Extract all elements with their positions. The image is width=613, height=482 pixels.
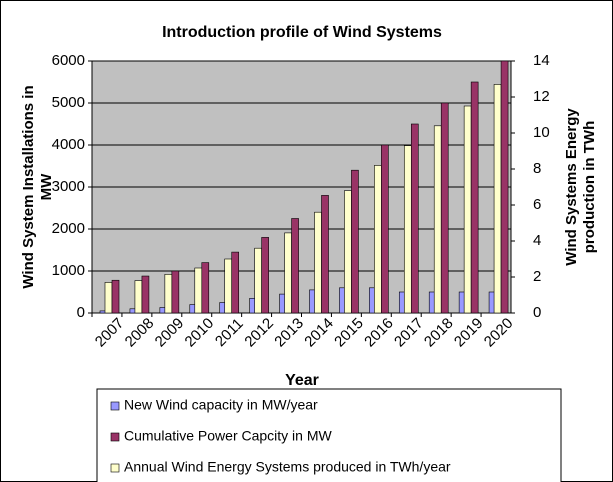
y2-axis-title-line: production in TWh: [581, 121, 598, 253]
y2-axis-title-line: Wind Systems Energy: [563, 108, 580, 266]
y2-axis-title: Wind Systems Energy production in TWh: [563, 108, 598, 266]
legend: [96, 388, 562, 482]
y2-tick-label: 14: [533, 52, 550, 69]
y-tick-label: 6000: [52, 52, 85, 69]
y-axis-title-line: Wind System Installations in: [20, 85, 37, 288]
y2-tick-label: 2: [533, 268, 541, 285]
bar: [104, 282, 113, 314]
bar: [493, 84, 502, 314]
bar: [374, 165, 382, 314]
bar: [351, 169, 359, 314]
bar: [231, 251, 240, 314]
y-tick-label: 3000: [52, 178, 85, 195]
bar: [314, 211, 322, 314]
y-axis-title-line: MW: [38, 173, 55, 200]
x-axis-title: Year: [285, 372, 319, 389]
bar: [194, 267, 203, 314]
legend-swatch: [110, 432, 120, 442]
y-tick-label: 0: [77, 304, 85, 321]
bar: [111, 279, 120, 314]
bar: [463, 105, 472, 314]
legend-label: Cumulative Power Capcity in MW: [124, 428, 333, 444]
bar: [500, 60, 509, 314]
y-tick-label: 5000: [52, 94, 85, 111]
bar: [164, 273, 173, 314]
y-tick-label: 1000: [52, 262, 85, 279]
y-tick-label: 2000: [52, 220, 85, 237]
y2-tick-label: 10: [533, 124, 550, 141]
bar: [261, 237, 269, 314]
bar: [141, 275, 150, 314]
legend-swatch: [110, 463, 120, 473]
bar: [171, 270, 180, 314]
bar: [134, 280, 143, 314]
bar: [470, 81, 479, 314]
bar: [344, 190, 352, 314]
legend-label: Annual Wind Energy Systems produced in T…: [124, 459, 451, 475]
bar: [254, 247, 262, 314]
chart-title: Introduction profile of Wind Systems: [162, 24, 442, 41]
y2-tick-label: 6: [533, 196, 541, 213]
bar: [224, 258, 233, 314]
bar: [433, 125, 442, 314]
y2-tick-label: 0: [533, 304, 541, 321]
y2-tick-label: 4: [533, 232, 541, 249]
y2-tick-label: 12: [533, 88, 550, 105]
legend-swatch: [110, 401, 120, 411]
bar: [381, 144, 389, 314]
bar: [440, 102, 449, 314]
legend-label: New Wind capacity in MW/year: [124, 397, 318, 413]
y-axis-title: Wind System Installations in MW: [20, 85, 55, 288]
bar: [291, 218, 299, 314]
bar: [201, 262, 210, 314]
y2-tick-label: 8: [533, 160, 541, 177]
bar: [410, 123, 419, 314]
y-tick-label: 4000: [52, 136, 85, 153]
bar: [321, 195, 329, 314]
bar: [284, 232, 292, 314]
bar: [403, 145, 412, 314]
